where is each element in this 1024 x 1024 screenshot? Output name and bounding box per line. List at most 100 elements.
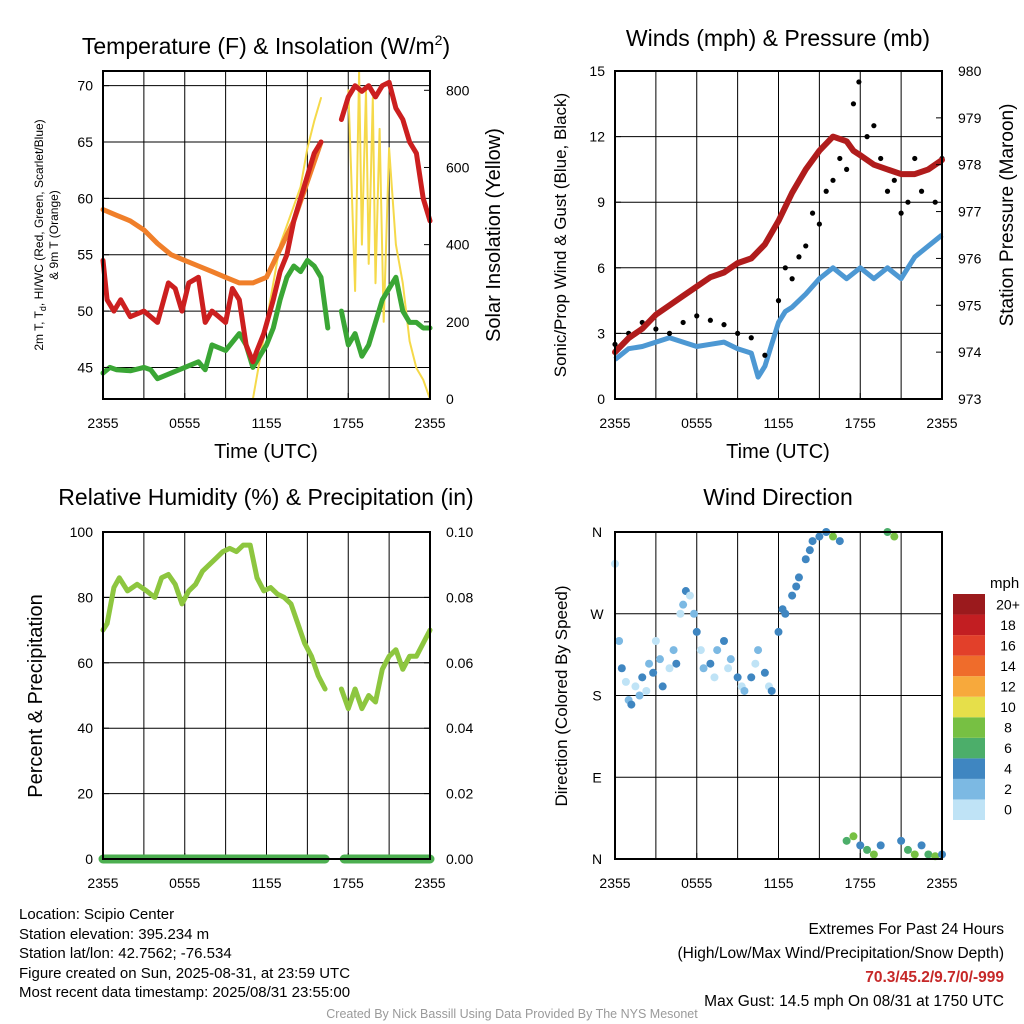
- gust-point: [871, 123, 877, 129]
- gust-point: [898, 210, 904, 216]
- rh-plot-area: 2355 0555 1155 1755 2355 0 20 40 60 80 100 0.00 0.02…: [70, 524, 474, 891]
- colorbar-label: 18: [1000, 617, 1016, 633]
- direction-point: [794, 573, 803, 582]
- direction-point: [863, 845, 872, 854]
- direction-point: [869, 850, 878, 859]
- x-tick-label: 1155: [763, 415, 793, 431]
- direction-point: [645, 659, 654, 668]
- x-tick-label: 2355: [87, 415, 118, 431]
- max-gust: Max Gust: 14.5 mph On 08/31 at 1750 UTC: [704, 993, 1004, 1010]
- series-dewpoint: [100, 257, 433, 382]
- direction-point: [774, 627, 783, 636]
- winds-ylabel-left: Sonic/Prop Wind & Gust (Blue, Black): [551, 93, 570, 377]
- gust-point: [789, 276, 795, 282]
- y-tick-label-left: 70: [77, 78, 93, 94]
- colorbar-label: 0: [1004, 802, 1012, 818]
- colorbar-title: mph: [990, 575, 1019, 592]
- rh-panel: Relative Humidity (%) & Precipitation (i…: [25, 484, 474, 891]
- direction-point: [649, 668, 658, 677]
- x-tick-label: 1755: [845, 415, 876, 431]
- colorbar-swatch: [953, 594, 985, 615]
- gust-point: [796, 254, 802, 260]
- x-tick-label: 0555: [169, 875, 200, 891]
- x-tick-label: 2355: [926, 875, 957, 891]
- most-recent-timestamp: Most recent data timestamp: 2025/08/31 2…: [19, 984, 351, 1001]
- direction-point: [726, 655, 735, 664]
- y-tick-label-left: E: [592, 769, 601, 785]
- y-tick-label-right: 0: [446, 391, 454, 407]
- y-tick-label-left: 15: [589, 63, 605, 79]
- y-tick-label-left: 50: [77, 303, 93, 319]
- direction-point: [808, 537, 817, 546]
- direction-point: [910, 850, 919, 859]
- y-tick-label-left: 45: [77, 359, 93, 375]
- colorbar-swatch: [953, 696, 985, 718]
- y-tick-label-left: 60: [77, 655, 93, 671]
- direction-point: [713, 646, 722, 655]
- x-tick-label: 2355: [599, 875, 630, 891]
- series-insolation: [102, 70, 431, 400]
- colorbar-label: 14: [1000, 658, 1016, 674]
- direction-point: [627, 700, 636, 709]
- direction-point: [842, 836, 851, 845]
- series-wind: [613, 233, 944, 380]
- station-latlon: Station lat/lon: 42.7562; -76.534: [19, 945, 232, 962]
- y-tick-label-right: 800: [446, 82, 470, 98]
- temp-panel: Temperature (F) & Insolation (W/m2) 2355…: [32, 32, 505, 463]
- wdir-ylabel-left: Direction (Colored By Speed): [552, 585, 571, 806]
- x-tick-label: 0555: [681, 875, 712, 891]
- gust-point: [762, 352, 768, 358]
- y-tick-label-right: 979: [958, 110, 982, 126]
- direction-point: [665, 664, 674, 673]
- x-tick-label: 1155: [763, 875, 793, 891]
- direction-point: [621, 677, 630, 686]
- y-tick-label-left: 100: [70, 524, 94, 540]
- direction-point: [635, 691, 644, 700]
- x-tick-label: 1755: [845, 875, 876, 891]
- x-tick-label: 2355: [414, 415, 445, 431]
- direction-point: [651, 637, 660, 645]
- temp-ylabel-right: Solar Insolation (Yellow): [483, 128, 505, 342]
- direction-point: [679, 600, 688, 609]
- y-tick-label-left: 80: [77, 589, 93, 605]
- wdir-title: Wind Direction: [703, 484, 853, 510]
- direction-point: [781, 609, 790, 618]
- x-tick-label: 1155: [251, 875, 281, 891]
- colorbar-label: 8: [1004, 720, 1012, 736]
- x-tick-label: 1155: [251, 415, 281, 431]
- y-tick-label-right: 977: [958, 204, 982, 220]
- station-location: Location: Scipio Center: [19, 906, 175, 923]
- direction-point: [685, 591, 694, 600]
- direction-point: [767, 686, 776, 695]
- direction-point: [805, 546, 814, 555]
- y-tick-label-left: S: [592, 688, 601, 704]
- winds-title: Winds (mph) & Pressure (mb): [626, 25, 930, 51]
- gust-point: [856, 79, 862, 85]
- wdir-colorbar: 0 2 4 6 8 10 12 14 16 18 20+: [953, 594, 1020, 820]
- x-tick-label: 2355: [599, 415, 630, 431]
- direction-point: [696, 646, 705, 655]
- direction-point: [917, 841, 926, 850]
- y-tick-label-right: 0.10: [446, 524, 473, 540]
- direction-point: [760, 668, 769, 677]
- direction-point: [676, 609, 685, 618]
- colorbar-swatch: [953, 635, 985, 656]
- direction-point: [692, 627, 701, 636]
- gust-point: [775, 298, 782, 304]
- extremes-subtitle: (High/Low/Max Wind/Precipitation/Snow De…: [677, 945, 1005, 962]
- gust-point: [653, 326, 659, 332]
- x-tick-label: 2355: [414, 875, 445, 891]
- direction-point: [897, 836, 906, 845]
- y-tick-label-left: 40: [77, 720, 93, 736]
- gust-point: [878, 155, 884, 162]
- series-pressure: [612, 133, 945, 356]
- series-rh: [100, 542, 433, 712]
- colorbar-swatch: [953, 758, 985, 779]
- series-temp2m: [100, 79, 433, 365]
- y-tick-label-left: N: [592, 524, 602, 540]
- plot-frame: [102, 70, 431, 400]
- direction-point: [706, 659, 715, 668]
- x-tick-label: 2355: [926, 415, 957, 431]
- colorbar-swatch: [953, 799, 985, 820]
- direction-point: [672, 659, 681, 668]
